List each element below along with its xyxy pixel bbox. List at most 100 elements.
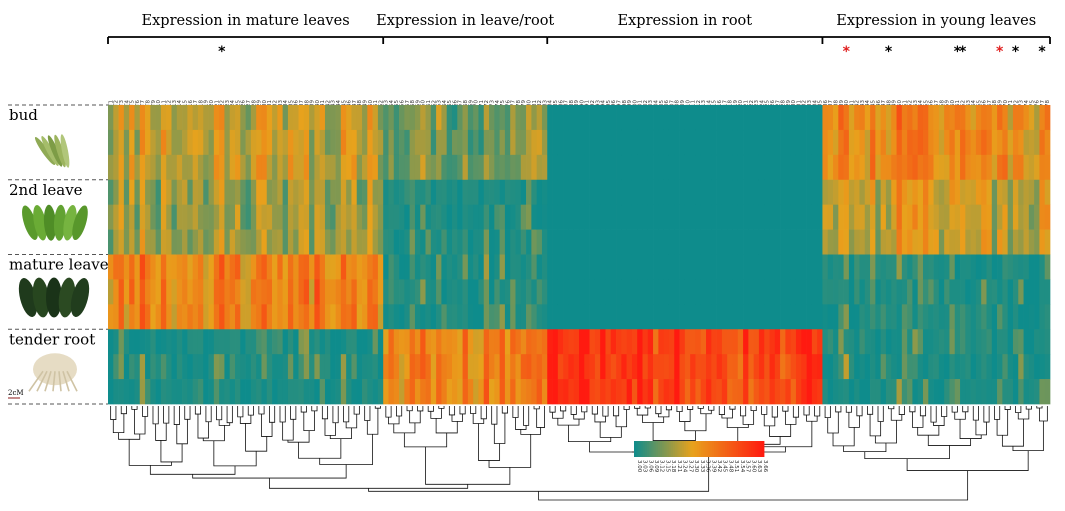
- heatmap-cell: [912, 379, 919, 405]
- heatmap-cell: [451, 304, 458, 330]
- heatmap-cell: [721, 204, 728, 230]
- heatmap-cell: [208, 354, 215, 380]
- heatmap-cell: [414, 129, 421, 156]
- heatmap-cell: [922, 379, 929, 405]
- heatmap-cell: [711, 154, 717, 181]
- heatmap-cell: [949, 304, 956, 330]
- heatmap-cell: [451, 179, 458, 206]
- dendrogram-branch: [1036, 406, 1043, 409]
- heatmap-cell: [531, 379, 538, 405]
- heatmap-cell: [510, 254, 516, 280]
- dendrogram-branch: [303, 410, 315, 432]
- heatmap-cell: [340, 229, 347, 255]
- heatmap-cell: [668, 105, 675, 131]
- heatmap-cell: [801, 179, 807, 206]
- heatmap-cell: [414, 204, 421, 230]
- heatmap-cell: [769, 229, 776, 255]
- gene-marker-star: *: [954, 44, 962, 60]
- heatmap-cell: [160, 229, 167, 255]
- heatmap-cell: [1039, 105, 1046, 131]
- heatmap-cell: [573, 229, 580, 255]
- heatmap-cell: [711, 279, 717, 305]
- heatmap-cell: [711, 304, 717, 330]
- heatmap-cell: [409, 154, 416, 181]
- heatmap-cell: [811, 129, 818, 156]
- heatmap-cell: [584, 379, 590, 405]
- colorbar-tick-label: 3.48: [727, 460, 733, 473]
- heatmap-cell: [362, 154, 368, 181]
- heatmap-cell: [780, 179, 786, 206]
- colorbar-swatch: [655, 441, 659, 457]
- heatmap-cell: [499, 105, 506, 131]
- heatmap-cell: [187, 304, 194, 330]
- heatmap-cell: [642, 129, 649, 156]
- heatmap-cell: [245, 179, 252, 206]
- heatmap-cell: [414, 329, 421, 355]
- heatmap-cell: [938, 379, 945, 405]
- heatmap-cell: [870, 179, 876, 206]
- heatmap-cell: [758, 254, 765, 280]
- heatmap-cell: [404, 229, 411, 255]
- heatmap-cell: [504, 229, 511, 255]
- colorbar-tick-label: 3.06: [647, 460, 653, 473]
- heatmap-cell: [176, 254, 183, 280]
- heatmap-cell: [1028, 229, 1035, 255]
- heatmap-cell: [631, 229, 638, 255]
- heatmap-cell: [367, 105, 373, 131]
- heatmap-cell: [748, 179, 754, 206]
- heatmap-cell: [912, 204, 919, 230]
- heatmap-cell: [261, 179, 268, 206]
- heatmap-cell: [859, 229, 866, 255]
- heatmap-cell: [171, 129, 178, 156]
- heatmap-cell: [573, 254, 580, 280]
- heatmap-cell: [785, 204, 792, 230]
- heatmap-cell: [848, 105, 855, 131]
- heatmap-cell: [870, 105, 876, 131]
- heatmap-cell: [647, 129, 654, 156]
- heatmap-cell: [235, 254, 241, 280]
- heatmap-cell: [425, 279, 432, 305]
- heatmap-cell: [584, 154, 590, 181]
- heatmap-cell: [997, 354, 1003, 380]
- heatmap-cell: [377, 129, 384, 156]
- heatmap-cell: [446, 279, 453, 305]
- heatmap-cell: [171, 105, 178, 131]
- heatmap-cell: [478, 204, 485, 230]
- heatmap-cell: [811, 229, 818, 255]
- heatmap-cell: [737, 179, 744, 206]
- heatmap-cell: [801, 105, 807, 131]
- colorbar-swatch: [640, 441, 644, 457]
- heatmap-cell: [605, 379, 612, 405]
- heatmap-cell: [547, 105, 553, 131]
- heatmap-cell: [399, 279, 405, 305]
- heatmap-cell: [229, 304, 236, 330]
- heatmap-cell: [213, 279, 220, 305]
- dendrogram-branch: [771, 406, 778, 418]
- heatmap-cell: [795, 379, 802, 405]
- heatmap-cell: [335, 304, 342, 330]
- heatmap-cell: [1002, 329, 1009, 355]
- heatmap-cell: [383, 204, 389, 230]
- heatmap-cell: [330, 354, 336, 380]
- heatmap-cell: [960, 229, 966, 255]
- heatmap-cell: [621, 379, 627, 405]
- heatmap-cell: [981, 129, 987, 156]
- heatmap-cell: [171, 154, 178, 181]
- heatmap-cell: [1012, 129, 1019, 156]
- colorbar-swatch: [707, 441, 711, 457]
- heatmap-cell: [764, 154, 770, 181]
- heatmap-cell: [388, 354, 395, 380]
- heatmap-cell: [557, 254, 564, 280]
- heatmap-cell: [780, 154, 786, 181]
- heatmap-cell: [245, 254, 252, 280]
- heatmap-cell: [314, 379, 321, 405]
- heatmap-cell: [901, 229, 908, 255]
- heatmap-cell: [123, 204, 130, 230]
- heatmap-cell: [769, 279, 776, 305]
- heatmap-cell: [282, 304, 289, 330]
- heatmap-cell: [414, 379, 421, 405]
- gene-marker-star: *: [1038, 44, 1046, 60]
- colorbar-tick-label: 3.57: [745, 460, 751, 473]
- heatmap-cell: [997, 179, 1003, 206]
- heatmap-cell: [621, 254, 627, 280]
